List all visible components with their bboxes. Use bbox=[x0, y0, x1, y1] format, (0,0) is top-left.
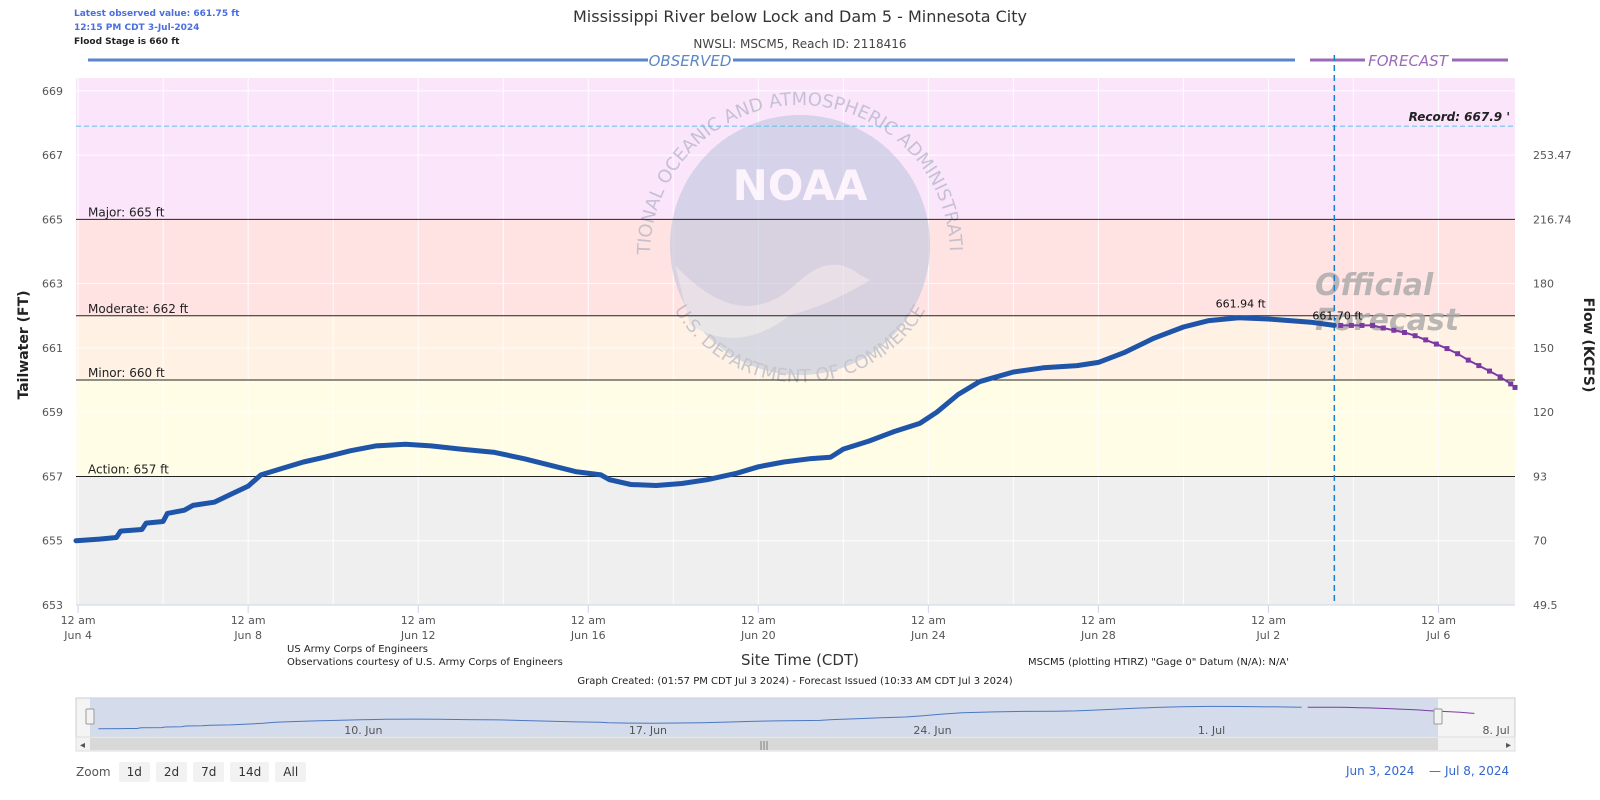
threshold-label: Action: 657 ft bbox=[88, 462, 169, 476]
navigator-date-label: 8. Jul bbox=[1482, 724, 1509, 737]
x-tick-date: Jun 12 bbox=[400, 629, 436, 642]
x-tick-label: 12 am bbox=[401, 614, 436, 627]
watermark-logo-text: NOAA bbox=[733, 161, 868, 210]
y2-tick-label: 216.74 bbox=[1533, 213, 1572, 226]
x-tick-date: Jul 2 bbox=[1256, 629, 1281, 642]
range-separator: — bbox=[1429, 764, 1441, 778]
x-tick-label: 12 am bbox=[1081, 614, 1116, 627]
x-tick-label: 12 am bbox=[1421, 614, 1456, 627]
forecast-point bbox=[1338, 323, 1343, 328]
forecast-point bbox=[1508, 381, 1513, 386]
navigator-selection bbox=[90, 698, 1438, 737]
x-tick-date: Jun 24 bbox=[910, 629, 946, 642]
zoom-7d-button[interactable]: 7d bbox=[193, 762, 224, 782]
zoom-1d-button[interactable]: 1d bbox=[119, 762, 150, 782]
forecast-point bbox=[1444, 346, 1449, 351]
y2-tick-label: 70 bbox=[1533, 535, 1547, 548]
x-tick-label: 12 am bbox=[1251, 614, 1286, 627]
range-from-input[interactable]: Jun 3, 2024 bbox=[1346, 764, 1414, 778]
y-tick-label: 665 bbox=[42, 213, 63, 226]
x-tick-date: Jun 4 bbox=[63, 629, 92, 642]
x-tick-date: Jun 20 bbox=[740, 629, 776, 642]
forecast-point bbox=[1370, 323, 1375, 328]
y2-tick-label: 120 bbox=[1533, 406, 1554, 419]
peak-label: 661.94 ft bbox=[1216, 298, 1267, 311]
forecast-point bbox=[1466, 358, 1471, 363]
navigator-handle-right[interactable] bbox=[1434, 709, 1442, 724]
navigator: 10. Jun 17. Jun 24. Jun 1. Jul 8. Jul ||| ◂ ▸ bbox=[76, 698, 1515, 751]
x-tick-date: Jun 8 bbox=[233, 629, 262, 642]
x-tick-label: 12 am bbox=[231, 614, 266, 627]
credit-agency: US Army Corps of Engineers bbox=[287, 644, 428, 655]
scroll-left-arrow[interactable]: ◂ bbox=[80, 740, 85, 751]
x-tick-date: Jun 16 bbox=[570, 629, 606, 642]
range-to-input[interactable]: Jul 8, 2024 bbox=[1445, 764, 1509, 778]
threshold-label: Minor: 660 ft bbox=[88, 366, 165, 380]
navigator-handle-left[interactable] bbox=[86, 709, 94, 724]
y-tick-label: 667 bbox=[42, 149, 63, 162]
zoom-controls: Zoom 1d 2d 7d 14d All bbox=[76, 762, 306, 782]
x-tick-date: Jul 6 bbox=[1426, 629, 1451, 642]
x-tick-label: 12 am bbox=[911, 614, 946, 627]
forecast-point bbox=[1434, 342, 1439, 347]
y2-tick-label: 253.47 bbox=[1533, 149, 1572, 162]
x-tick-date: Jun 28 bbox=[1080, 629, 1116, 642]
forecast-point bbox=[1513, 385, 1518, 390]
record-label: Record: 667.9 ' bbox=[1409, 110, 1510, 124]
x-tick-label: 12 am bbox=[61, 614, 96, 627]
navigator-date-label: 1. Jul bbox=[1198, 724, 1225, 737]
forecast-point bbox=[1413, 333, 1418, 338]
forecast-point bbox=[1402, 330, 1407, 335]
threshold-label: Moderate: 662 ft bbox=[88, 302, 189, 316]
forecast-point bbox=[1359, 323, 1364, 328]
y-tick-label: 655 bbox=[42, 535, 63, 548]
forecast-point bbox=[1423, 337, 1428, 342]
observed-label: OBSERVED bbox=[649, 52, 732, 70]
navigator-date-label: 10. Jun bbox=[344, 724, 382, 737]
y-tick-label: 669 bbox=[42, 85, 63, 98]
y-tick-label: 663 bbox=[42, 278, 63, 291]
forecast-label: FORECAST bbox=[1368, 52, 1450, 70]
scroll-right-arrow[interactable]: ▸ bbox=[1506, 740, 1511, 751]
threshold-label: Major: 665 ft bbox=[88, 205, 165, 219]
y2-tick-label: 180 bbox=[1533, 278, 1554, 291]
zoom-label: Zoom bbox=[76, 765, 111, 779]
forecast-point bbox=[1381, 326, 1386, 331]
forecast-point bbox=[1391, 328, 1396, 333]
navigator-date-label: 24. Jun bbox=[913, 724, 951, 737]
latest-value-label: 661.70 ft bbox=[1312, 309, 1363, 322]
x-tick-label: 12 am bbox=[571, 614, 606, 627]
y-tick-label: 661 bbox=[42, 342, 63, 355]
y2-tick-label: 49.5 bbox=[1533, 599, 1558, 612]
graph-created-note: Graph Created: (01:57 PM CDT Jul 3 2024)… bbox=[577, 676, 1012, 687]
navigator-date-label: 17. Jun bbox=[629, 724, 667, 737]
zoom-2d-button[interactable]: 2d bbox=[156, 762, 187, 782]
forecast-point bbox=[1349, 323, 1354, 328]
x-tick-label: 12 am bbox=[741, 614, 776, 627]
y-tick-label: 653 bbox=[42, 599, 63, 612]
zoom-all-button[interactable]: All bbox=[275, 762, 306, 782]
forecast-point bbox=[1487, 369, 1492, 374]
forecast-point bbox=[1476, 363, 1481, 368]
y2-tick-label: 150 bbox=[1533, 342, 1554, 355]
credit-observations: Observations courtesy of U.S. Army Corps… bbox=[287, 657, 563, 668]
y2-tick-label: 93 bbox=[1533, 470, 1547, 483]
y-tick-label: 657 bbox=[42, 470, 63, 483]
y-tick-label: 659 bbox=[42, 406, 63, 419]
y-axis-title: Tailwater (FT) bbox=[16, 290, 32, 399]
x-axis-title: Site Time (CDT) bbox=[741, 651, 859, 669]
official-forecast-line1: Official bbox=[1315, 268, 1434, 303]
forecast-point bbox=[1455, 351, 1460, 356]
forecast-point bbox=[1498, 374, 1503, 379]
y2-axis-title: Flow (KCFS) bbox=[1580, 298, 1596, 393]
zoom-14d-button[interactable]: 14d bbox=[230, 762, 269, 782]
scrollbar-grip: ||| bbox=[759, 741, 768, 751]
datum-note: MSCM5 (plotting HTIRZ) "Gage 0" Datum (N… bbox=[1028, 657, 1289, 668]
